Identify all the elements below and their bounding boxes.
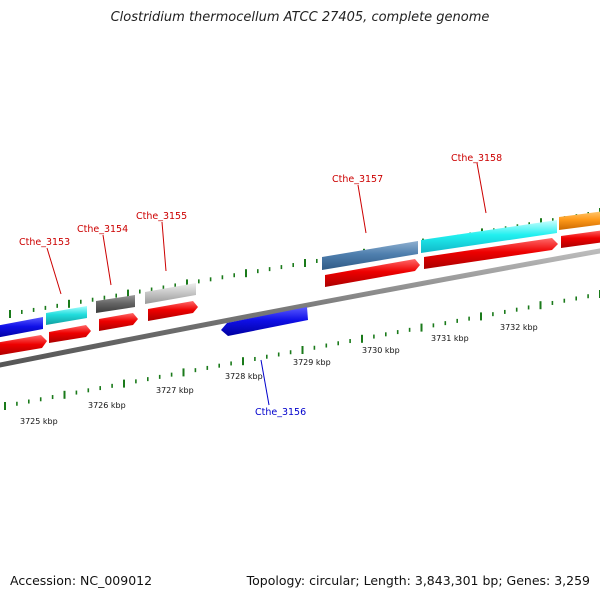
cog-gene-track (0, 211, 600, 338)
gene-bar (559, 211, 600, 230)
cds-arrow (148, 301, 198, 321)
gene-label-cthe-3156[interactable]: Cthe_3156 (255, 407, 306, 418)
reverse-gene-arrow (221, 307, 308, 336)
gene-label-cthe-3153[interactable]: Cthe_3153 (19, 237, 70, 248)
inner-tick-row (4, 290, 600, 410)
topology-text: Topology: circular; Length: 3,843,301 bp… (246, 573, 590, 588)
gene-label-cthe-3155[interactable]: Cthe_3155 (136, 211, 187, 222)
forward-cds-track (0, 230, 600, 356)
map-title: Clostridium thermocellum ATCC 27405, com… (110, 10, 490, 25)
cds-arrow (561, 230, 600, 248)
kbp-label: 3731 kbp (431, 334, 469, 343)
cds-arrow (0, 335, 47, 356)
gene-bar (96, 295, 135, 313)
kbp-label: 3726 kbp (88, 401, 126, 410)
gene-label-cthe-3154[interactable]: Cthe_3154 (77, 224, 128, 235)
gene-bar (46, 306, 87, 325)
kbp-label: 3732 kbp (500, 323, 538, 332)
kbp-label: 3730 kbp (362, 346, 400, 355)
kbp-label: 3725 kbp (20, 417, 58, 426)
gene-bar (421, 220, 557, 253)
gene-label-cthe-3158[interactable]: Cthe_3158 (451, 153, 502, 164)
cds-arrow (99, 313, 138, 331)
cds-arrow (424, 238, 558, 269)
gene-bar (322, 241, 418, 270)
genome-backbone (0, 248, 600, 368)
cds-arrow (49, 325, 91, 343)
kbp-label: 3729 kbp (293, 358, 331, 367)
gene-bar (145, 283, 196, 304)
gene-label-cthe-3157[interactable]: Cthe_3157 (332, 174, 383, 185)
kbp-label: 3728 kbp (225, 372, 263, 381)
gene-bar (0, 317, 43, 338)
cds-arrow (325, 259, 420, 287)
accession-text: Accession: NC_009012 (10, 573, 153, 588)
label-connector-reverse (260, 359, 270, 406)
label-connectors (46, 162, 487, 295)
kbp-label: 3727 kbp (156, 386, 194, 395)
